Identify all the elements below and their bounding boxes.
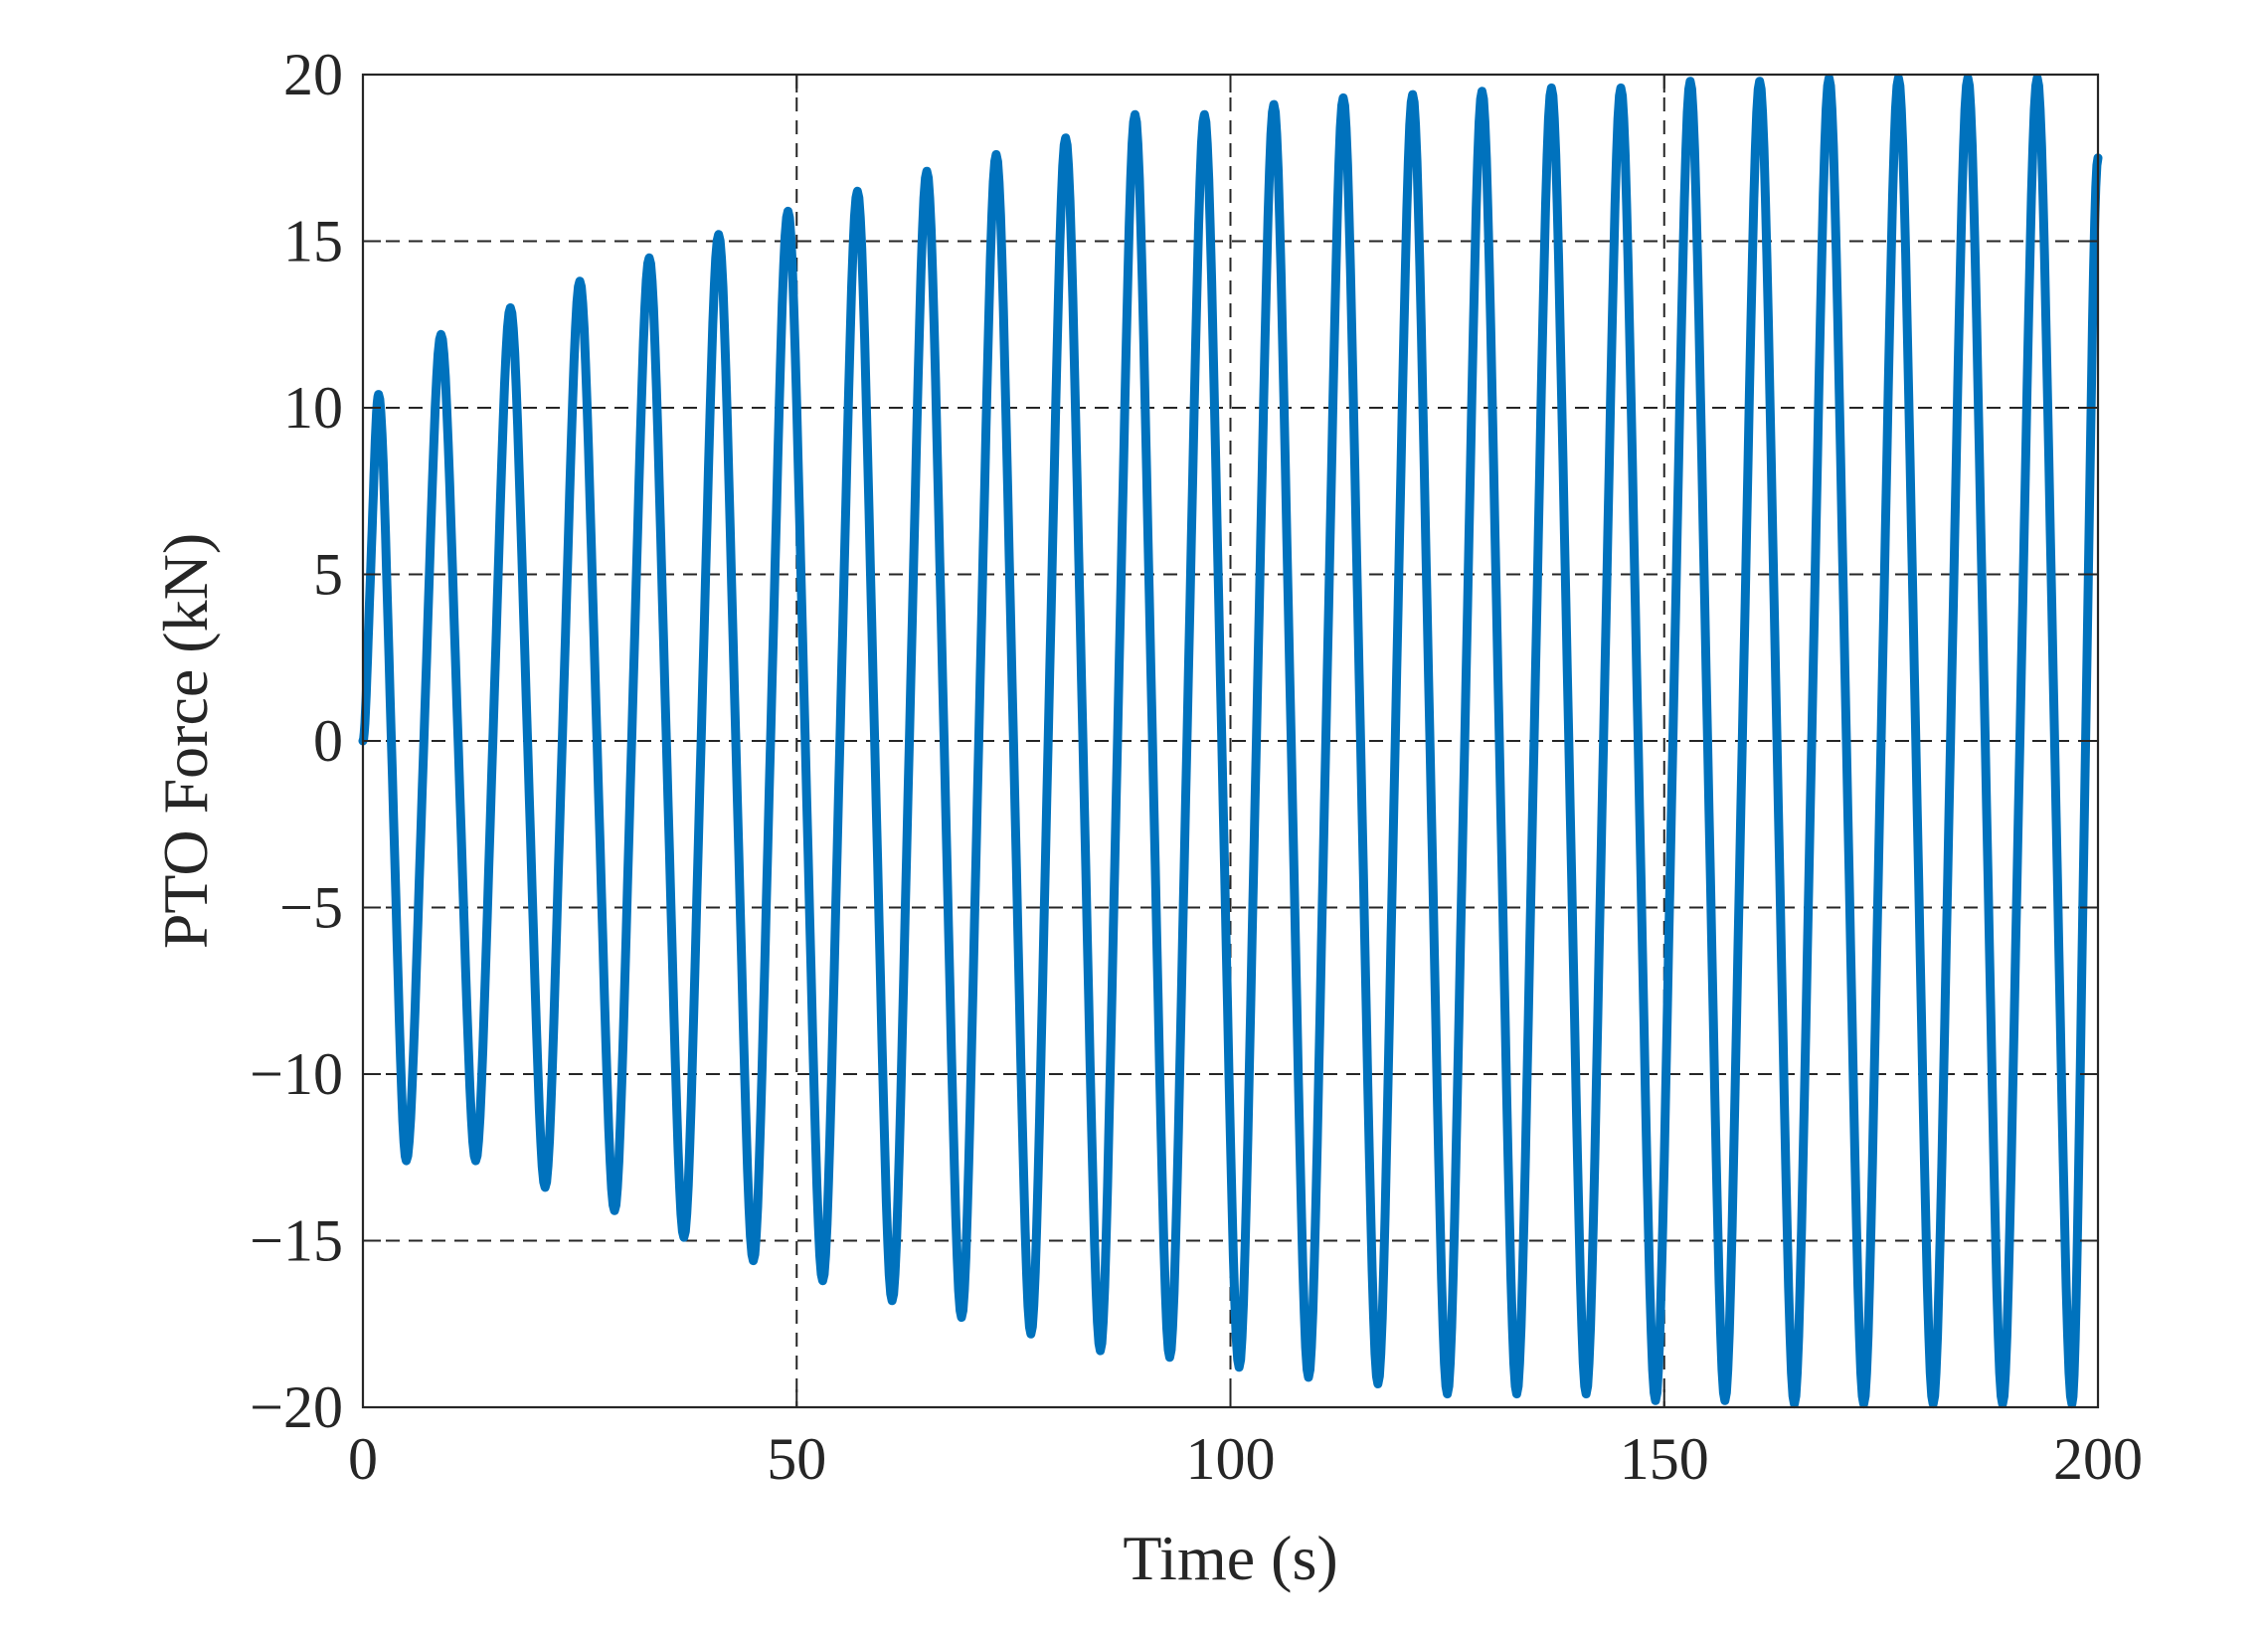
x-tick-labels: 0 50 100 150 200 xyxy=(348,1426,2143,1492)
y-tick-label: −10 xyxy=(250,1041,343,1107)
pto-force-line xyxy=(358,73,2103,1409)
y-tick-label: −15 xyxy=(250,1208,343,1274)
y-tick-label: 0 xyxy=(313,708,343,774)
y-axis-label: PTO Force (kN) xyxy=(150,533,221,949)
y-tick-label: −5 xyxy=(279,875,343,941)
x-tick-label: 50 xyxy=(767,1426,826,1492)
x-tick-label: 200 xyxy=(2053,1426,2143,1492)
y-tick-label: 20 xyxy=(283,42,343,107)
y-tick-label: 15 xyxy=(283,209,343,274)
x-tick-label: 100 xyxy=(1186,1426,1276,1492)
series-layer xyxy=(358,73,2103,1409)
x-tick-label: 0 xyxy=(348,1426,378,1492)
y-tick-label: 5 xyxy=(313,542,343,608)
tick-marks xyxy=(362,74,2099,1408)
y-tick-label: 10 xyxy=(283,375,343,441)
x-axis-label: Time (s) xyxy=(1123,1523,1337,1593)
y-tick-labels: −20 −15 −10 −5 0 5 10 15 20 xyxy=(250,42,343,1440)
x-tick-label: 150 xyxy=(1620,1426,1709,1492)
y-tick-label: −20 xyxy=(250,1374,343,1440)
